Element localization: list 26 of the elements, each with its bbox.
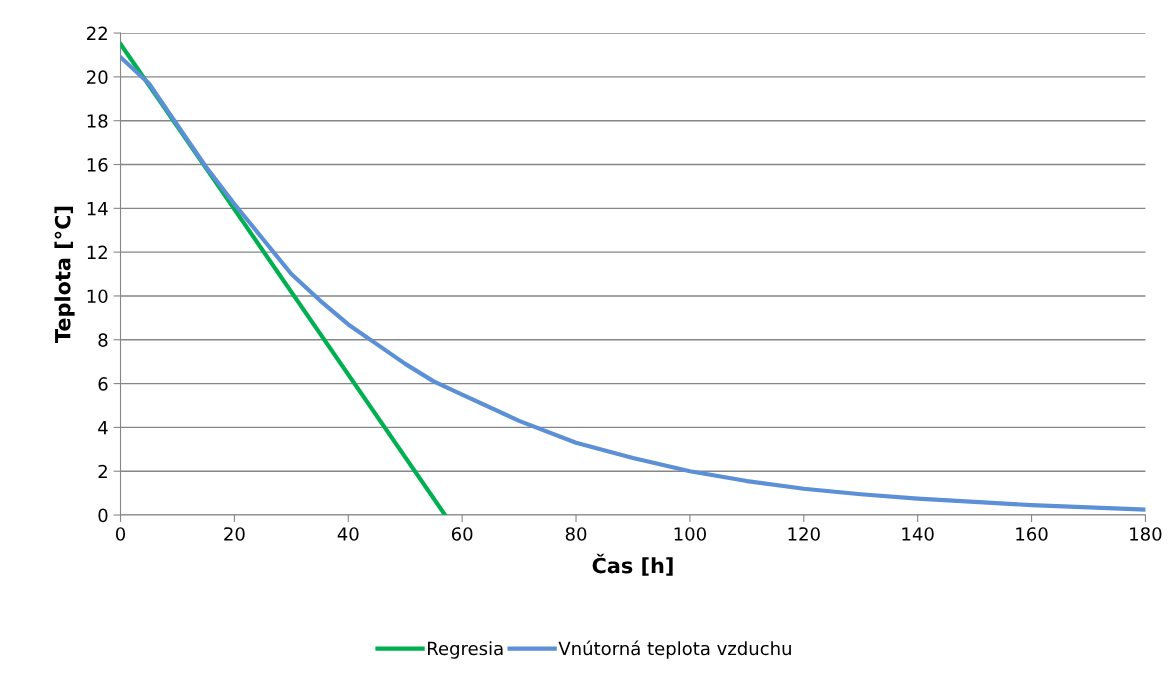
x-axis-title: Čas [h] xyxy=(592,553,673,576)
legend-label: Regresia xyxy=(428,641,503,659)
y-tick-label: 2 xyxy=(98,464,107,479)
y-tick-label: 8 xyxy=(98,333,108,347)
legend-label: Vnútorná teplota vzduchu xyxy=(558,640,791,659)
x-tick-label: 100 xyxy=(674,527,706,541)
y-axis-title: Teplota [°C] xyxy=(54,206,75,343)
x-tick-label: 20 xyxy=(224,527,245,541)
y-tick-label: 0 xyxy=(98,508,108,523)
x-tick-label: 60 xyxy=(451,527,473,541)
x-tick-label: 40 xyxy=(337,527,359,541)
x-tick-label: 0 xyxy=(115,527,126,541)
y-tick-label: 18 xyxy=(87,114,108,128)
y-tick-label: 12 xyxy=(87,245,107,259)
y-tick-label: 14 xyxy=(87,202,108,216)
y-tick-label: 22 xyxy=(87,26,107,40)
x-tick-label: 140 xyxy=(902,527,934,541)
x-tick-label: 120 xyxy=(788,527,820,541)
x-tick-label: 80 xyxy=(565,527,587,541)
y-tick-label: 10 xyxy=(87,289,108,304)
x-tick-label: 180 xyxy=(1130,527,1162,541)
y-tick-label: 4 xyxy=(98,421,108,435)
y-tick-label: 20 xyxy=(87,70,108,85)
y-tick-label: 16 xyxy=(87,157,108,172)
y-tick-label: 6 xyxy=(98,377,108,391)
x-tick-label: 160 xyxy=(1016,527,1048,541)
